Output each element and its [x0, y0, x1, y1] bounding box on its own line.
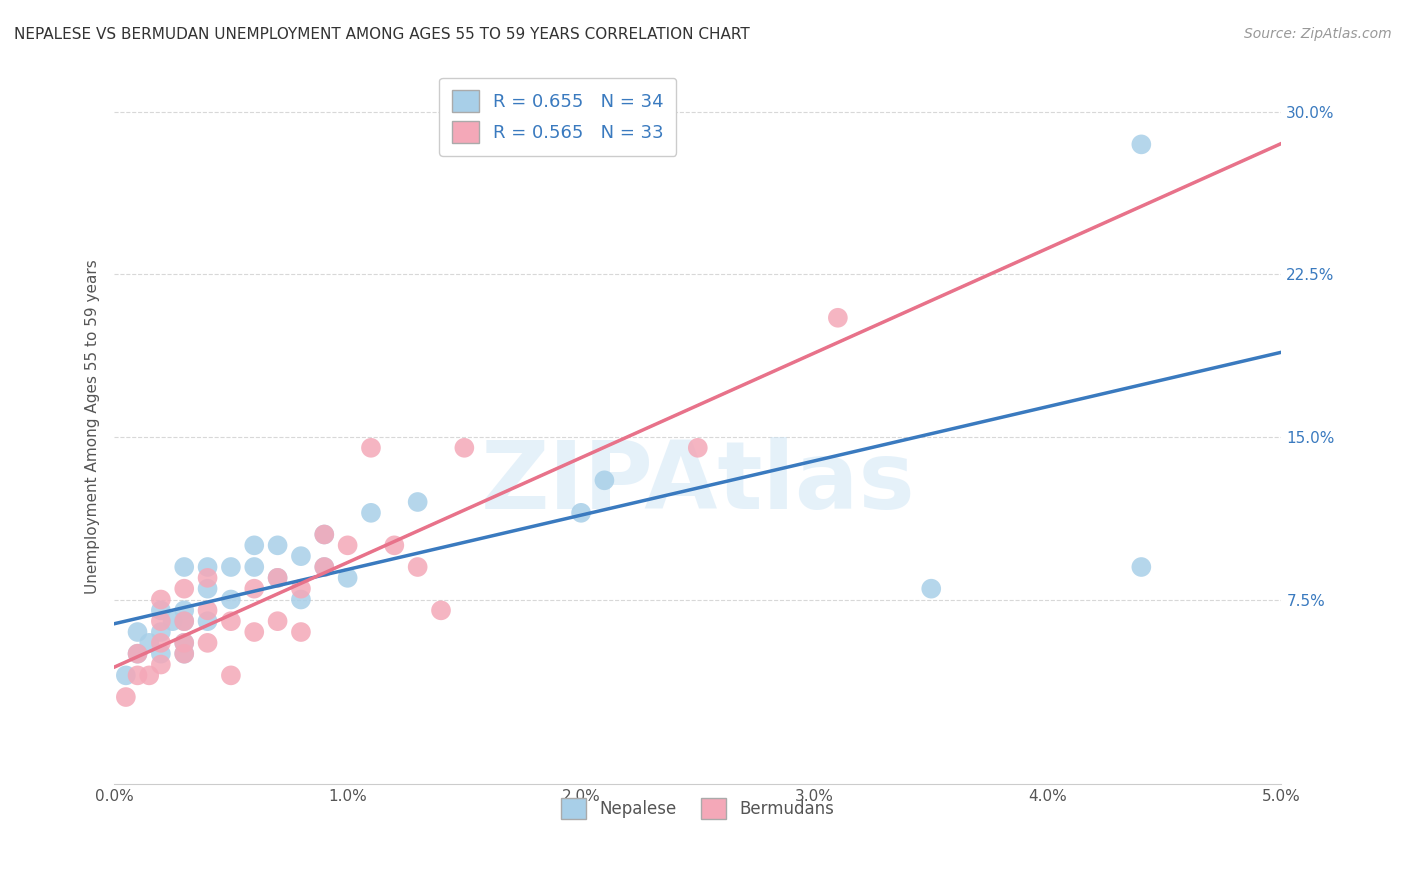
Point: [686, 441, 709, 455]
Point: [173, 636, 195, 650]
Point: [360, 441, 382, 455]
Point: [266, 538, 288, 552]
Point: [314, 560, 336, 574]
Point: [173, 603, 195, 617]
Point: [336, 571, 359, 585]
Point: [243, 625, 266, 640]
Point: [127, 647, 149, 661]
Point: [219, 614, 242, 628]
Point: [149, 657, 172, 672]
Point: [149, 625, 172, 640]
Point: [243, 582, 266, 596]
Point: [827, 310, 849, 325]
Point: [382, 538, 405, 552]
Point: [1130, 560, 1153, 574]
Text: ZIPAtlas: ZIPAtlas: [481, 437, 915, 529]
Point: [138, 636, 160, 650]
Point: [197, 560, 219, 574]
Point: [149, 603, 172, 617]
Point: [149, 647, 172, 661]
Legend: Nepalese, Bermudans: Nepalese, Bermudans: [554, 792, 841, 825]
Point: [219, 560, 242, 574]
Point: [314, 527, 336, 541]
Point: [173, 647, 195, 661]
Point: [290, 625, 312, 640]
Point: [173, 636, 195, 650]
Point: [314, 527, 336, 541]
Point: [430, 603, 453, 617]
Point: [243, 560, 266, 574]
Point: [290, 549, 312, 564]
Point: [197, 614, 219, 628]
Point: [360, 506, 382, 520]
Point: [290, 582, 312, 596]
Point: [173, 647, 195, 661]
Point: [149, 636, 172, 650]
Point: [266, 614, 288, 628]
Y-axis label: Unemployment Among Ages 55 to 59 years: Unemployment Among Ages 55 to 59 years: [86, 259, 100, 593]
Point: [173, 614, 195, 628]
Point: [115, 690, 138, 704]
Point: [162, 614, 184, 628]
Point: [266, 571, 288, 585]
Point: [138, 668, 160, 682]
Point: [593, 473, 616, 487]
Point: [266, 571, 288, 585]
Point: [197, 571, 219, 585]
Point: [127, 647, 149, 661]
Point: [336, 538, 359, 552]
Point: [243, 538, 266, 552]
Point: [149, 592, 172, 607]
Point: [197, 582, 219, 596]
Text: NEPALESE VS BERMUDAN UNEMPLOYMENT AMONG AGES 55 TO 59 YEARS CORRELATION CHART: NEPALESE VS BERMUDAN UNEMPLOYMENT AMONG …: [14, 27, 749, 42]
Point: [127, 668, 149, 682]
Point: [314, 560, 336, 574]
Point: [127, 625, 149, 640]
Point: [219, 668, 242, 682]
Point: [173, 582, 195, 596]
Point: [173, 560, 195, 574]
Point: [173, 614, 195, 628]
Point: [290, 592, 312, 607]
Point: [920, 582, 942, 596]
Text: Source: ZipAtlas.com: Source: ZipAtlas.com: [1244, 27, 1392, 41]
Point: [1130, 137, 1153, 152]
Point: [149, 614, 172, 628]
Point: [197, 603, 219, 617]
Point: [406, 560, 429, 574]
Point: [219, 592, 242, 607]
Point: [406, 495, 429, 509]
Point: [453, 441, 475, 455]
Point: [115, 668, 138, 682]
Point: [569, 506, 592, 520]
Point: [197, 636, 219, 650]
